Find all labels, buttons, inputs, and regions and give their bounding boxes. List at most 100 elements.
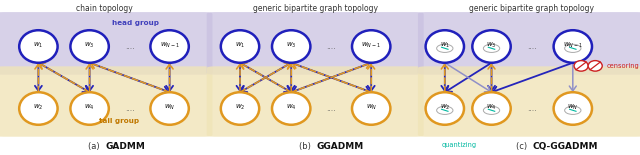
Text: censoring: censoring [607,63,639,69]
FancyBboxPatch shape [0,66,212,137]
Ellipse shape [436,44,453,52]
Ellipse shape [564,44,581,52]
FancyArrowPatch shape [488,64,495,92]
FancyArrowPatch shape [237,63,243,91]
Ellipse shape [352,30,390,63]
Text: head group: head group [112,20,159,26]
FancyArrowPatch shape [86,63,93,91]
FancyArrowPatch shape [442,63,448,91]
FancyArrowPatch shape [446,63,492,92]
Ellipse shape [272,30,310,63]
Text: GADMM: GADMM [105,142,145,151]
FancyArrowPatch shape [292,63,371,93]
Text: quantizing: quantizing [442,142,477,148]
Text: (c): (c) [516,142,530,151]
Text: tail group: tail group [99,118,140,124]
FancyArrowPatch shape [368,63,374,91]
Text: $w_{4}$: $w_{4}$ [486,102,497,112]
FancyArrowPatch shape [237,64,243,92]
Text: ....: .... [125,42,134,51]
Text: $w_{N-1}$: $w_{N-1}$ [563,40,583,50]
FancyArrowPatch shape [442,64,448,92]
Ellipse shape [472,92,511,125]
Text: $w_{3}$: $w_{3}$ [486,40,497,50]
Ellipse shape [150,30,189,63]
FancyArrowPatch shape [368,64,374,92]
Ellipse shape [483,44,500,52]
Ellipse shape [221,92,259,125]
FancyBboxPatch shape [418,12,640,75]
FancyArrowPatch shape [493,63,573,93]
Text: $w_{2}$: $w_{2}$ [235,102,245,112]
FancyArrowPatch shape [40,63,90,92]
Text: $w_{N}$: $w_{N}$ [365,102,377,112]
FancyArrowPatch shape [35,63,42,91]
Ellipse shape [352,92,390,125]
Text: $w_{3}$: $w_{3}$ [84,40,95,50]
Text: $w_{1}$: $w_{1}$ [33,40,44,50]
Text: $w_{1}$: $w_{1}$ [440,40,450,50]
FancyArrowPatch shape [166,64,173,92]
Text: CQ-GGADMM: CQ-GGADMM [532,142,598,151]
FancyArrowPatch shape [291,62,370,92]
Ellipse shape [554,92,592,125]
Text: $w_{4}$: $w_{4}$ [286,102,296,112]
Ellipse shape [554,30,592,63]
Text: $w_{N-1}$: $w_{N-1}$ [361,40,381,50]
FancyArrowPatch shape [291,63,370,93]
FancyBboxPatch shape [207,12,424,75]
Ellipse shape [221,30,259,63]
FancyArrowPatch shape [91,62,170,92]
Ellipse shape [70,92,109,125]
Text: ....: .... [125,104,134,113]
Ellipse shape [19,92,58,125]
Text: $w_{4}$: $w_{4}$ [84,102,95,112]
FancyArrowPatch shape [86,64,93,92]
FancyArrowPatch shape [240,63,290,92]
Ellipse shape [70,30,109,63]
Text: $w_{N}$: $w_{N}$ [164,102,175,112]
FancyArrowPatch shape [292,62,371,92]
Text: ....: .... [326,104,336,113]
FancyArrowPatch shape [38,63,88,92]
Ellipse shape [588,61,602,71]
Text: (b): (b) [300,142,314,151]
FancyArrowPatch shape [166,63,173,91]
Text: $w_{1}$: $w_{1}$ [235,40,245,50]
FancyArrowPatch shape [570,63,576,91]
Ellipse shape [436,106,453,114]
Text: chain topology: chain topology [76,4,132,13]
FancyArrowPatch shape [241,63,291,92]
FancyArrowPatch shape [241,63,291,92]
FancyArrowPatch shape [240,63,290,92]
FancyBboxPatch shape [418,66,640,137]
FancyArrowPatch shape [288,64,294,92]
Ellipse shape [574,61,588,71]
FancyArrowPatch shape [445,63,490,92]
Text: $w_{N}$: $w_{N}$ [567,102,579,112]
FancyBboxPatch shape [207,66,424,137]
Text: $w_{3}$: $w_{3}$ [286,40,296,50]
Text: generic bipartite graph topology: generic bipartite graph topology [253,4,378,13]
Text: ....: .... [326,42,336,51]
Text: $w_{N-1}$: $w_{N-1}$ [159,40,180,50]
Text: $w_{2}$: $w_{2}$ [33,102,44,112]
FancyArrowPatch shape [35,64,42,92]
FancyBboxPatch shape [0,12,212,75]
Ellipse shape [472,30,511,63]
Ellipse shape [426,92,464,125]
FancyArrowPatch shape [488,63,495,91]
Ellipse shape [483,106,500,114]
Ellipse shape [426,30,464,63]
FancyArrowPatch shape [288,63,294,91]
Ellipse shape [150,92,189,125]
Text: $w_{2}$: $w_{2}$ [440,102,450,112]
Text: ....: .... [527,42,537,51]
Ellipse shape [272,92,310,125]
Text: (a): (a) [88,142,102,151]
Text: ....: .... [527,104,537,113]
Text: GGADMM: GGADMM [317,142,364,151]
Text: generic bipartite graph topology: generic bipartite graph topology [468,4,594,13]
Ellipse shape [564,106,581,114]
FancyArrowPatch shape [90,63,168,93]
